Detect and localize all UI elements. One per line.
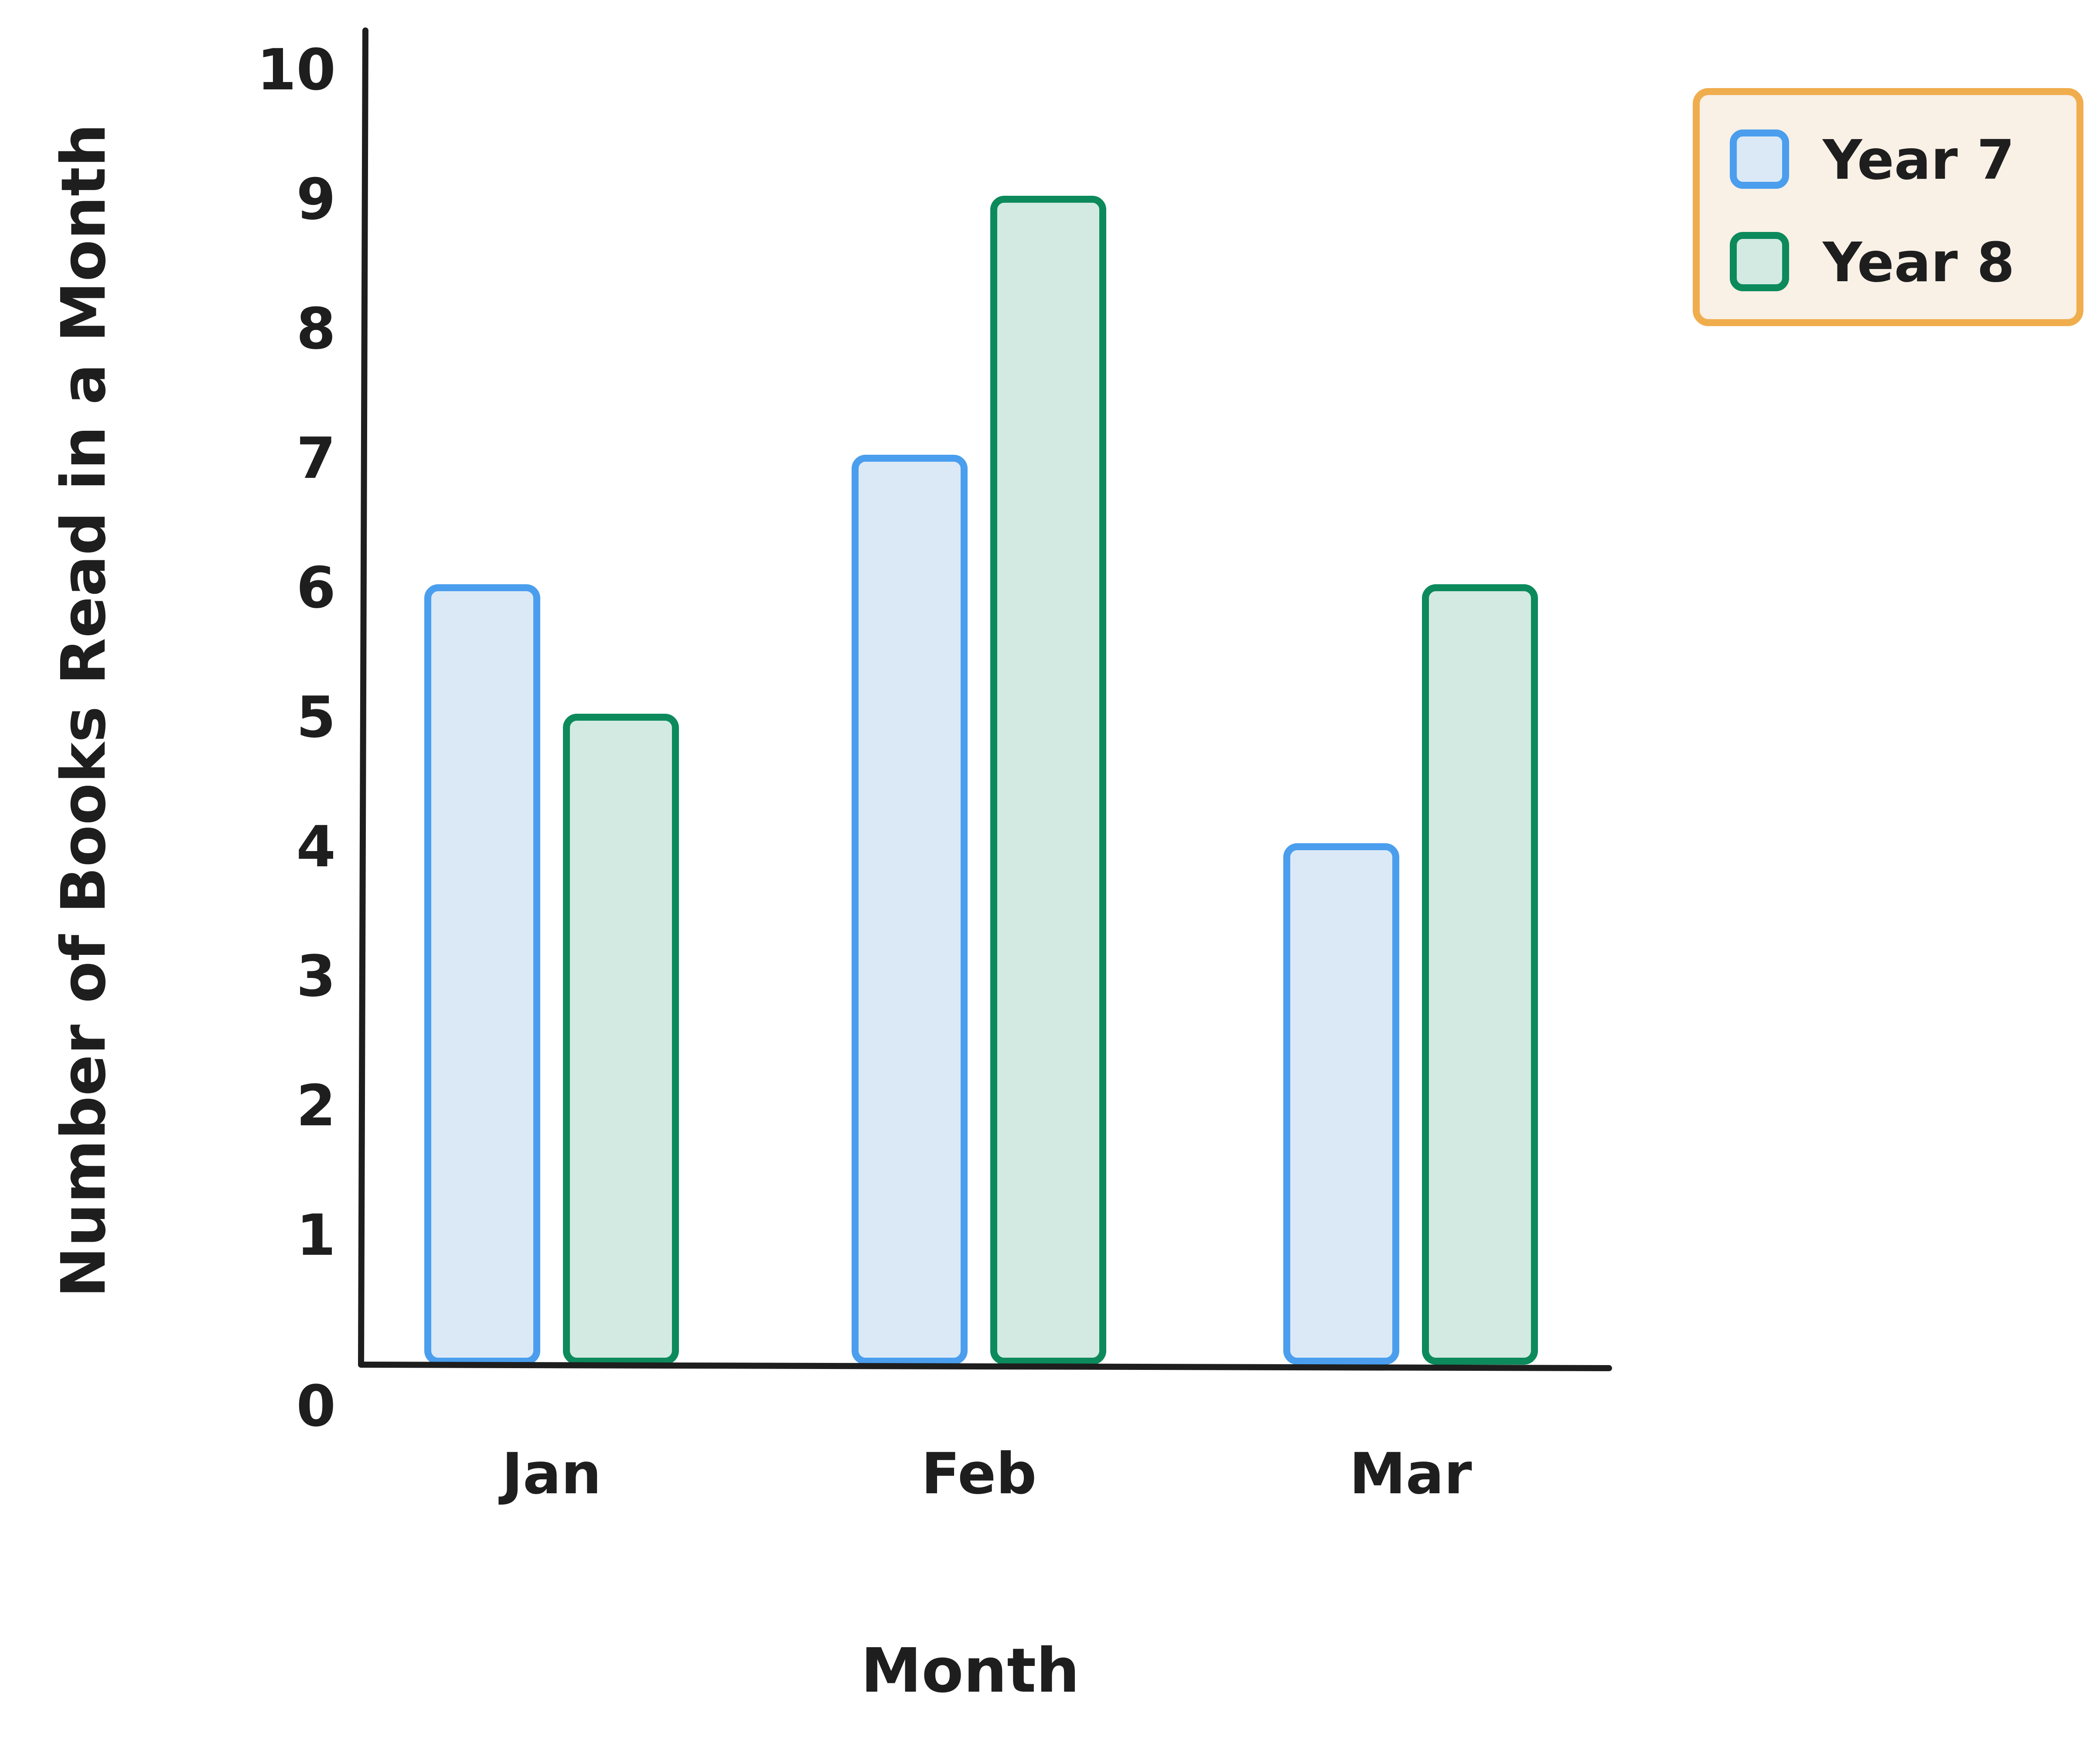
y-tick-label: 10 (257, 37, 336, 103)
y-tick-label: 9 (297, 166, 336, 232)
y-tick-label: 1 (297, 1202, 336, 1268)
bar-year-8-jan (563, 714, 679, 1365)
y-tick-label: 5 (297, 684, 336, 750)
axes-layer (358, 27, 1612, 1371)
x-category-label: Jan (498, 1441, 602, 1507)
legend-label: Year 7 (1822, 129, 2015, 192)
bars-layer (424, 196, 1538, 1365)
y-tick-label: 4 (297, 814, 336, 880)
bar-year-7-jan (424, 584, 540, 1365)
x-category-labels: Jan Feb Mar (498, 1441, 1472, 1507)
bar-year-8-feb (990, 196, 1106, 1365)
y-tick-label: 8 (297, 296, 336, 362)
y-axis-line (358, 27, 368, 1368)
y-tick-label: 0 (297, 1373, 336, 1439)
x-category-label: Feb (921, 1441, 1037, 1507)
bar-year-7-feb (852, 455, 968, 1365)
legend-swatch (1730, 129, 1789, 189)
legend-swatch (1730, 232, 1789, 291)
bar-year-7-mar (1283, 843, 1399, 1365)
x-axis-title: Month (861, 1635, 1080, 1706)
y-tick-label: 3 (297, 943, 336, 1009)
y-tick-label: 2 (297, 1073, 336, 1139)
y-tick-labels: 0 1 2 3 4 5 6 7 8 9 10 (257, 37, 336, 1439)
y-axis-title: Number of Books Read in a Month (48, 123, 119, 1298)
legend: Year 7 Year 8 (1693, 88, 2083, 326)
legend-label: Year 8 (1822, 231, 2015, 294)
legend-box (1693, 88, 2083, 326)
bar-year-8-mar (1422, 584, 1538, 1365)
x-category-label: Mar (1349, 1441, 1472, 1507)
y-tick-label: 7 (297, 425, 336, 491)
y-tick-label: 6 (297, 555, 336, 621)
x-axis-line (358, 1362, 1612, 1371)
